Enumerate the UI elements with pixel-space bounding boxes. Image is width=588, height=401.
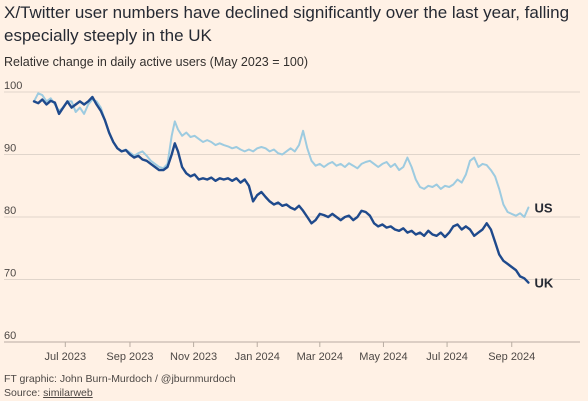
series-lines <box>32 92 530 284</box>
source-prefix: Source: <box>4 387 44 399</box>
x-tick-label-6: Jul 2024 <box>426 351 468 363</box>
x-axis-ticks: Jul 2023 Sep 2023 Nov 2023 Jan 2024 Mar 2024… <box>44 342 535 363</box>
source-link[interactable]: similarweb <box>43 387 93 399</box>
y-tick-label-90: 90 <box>4 143 16 155</box>
y-axis-ticks: 60 70 80 90 100 <box>4 80 22 342</box>
y-tick-label-70: 70 <box>4 268 16 280</box>
x-tick-label-4: Mar 2024 <box>297 351 343 363</box>
y-tick-label-80: 80 <box>4 205 16 217</box>
source-note: Source: similarweb <box>4 387 93 399</box>
series-line-uk <box>32 95 530 284</box>
series-labels: US UK <box>534 201 553 291</box>
series-label-us: US <box>534 201 552 216</box>
x-tick-label-2: Nov 2023 <box>170 351 217 363</box>
chart-subtitle: Relative change in daily active users (M… <box>4 55 308 69</box>
x-tick-label-0: Jul 2023 <box>44 351 86 363</box>
graphic-credit: FT graphic: John Burn-Murdoch / @jburnmu… <box>4 373 236 385</box>
y-tick-label-60: 60 <box>4 330 16 342</box>
x-tick-label-5: May 2024 <box>359 351 407 363</box>
series-label-uk: UK <box>534 276 553 291</box>
x-tick-label-1: Sep 2023 <box>106 351 153 363</box>
y-tick-label-100: 100 <box>4 80 22 92</box>
gridlines <box>4 91 580 343</box>
x-tick-label-7: Sep 2024 <box>488 351 535 363</box>
series-line-us <box>33 92 530 218</box>
x-tick-label-3: Jan 2024 <box>235 351 280 363</box>
chart-title: X/Twitter user numbers have declined sig… <box>4 3 570 45</box>
